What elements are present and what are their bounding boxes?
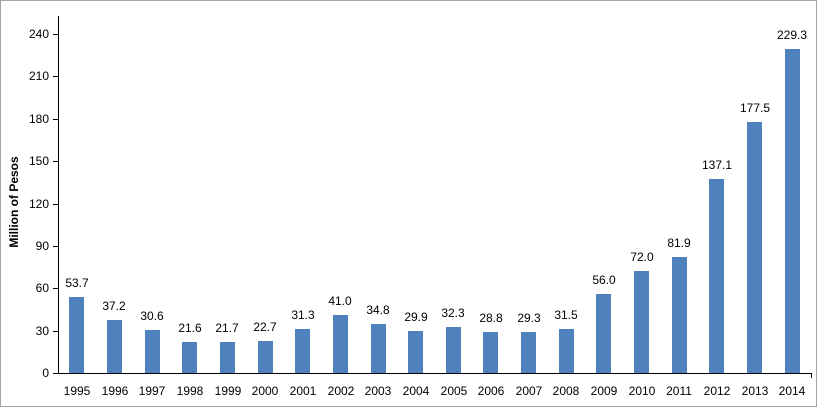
bar-value-label: 177.5	[739, 101, 771, 115]
bar-value-label: 29.3	[517, 311, 541, 325]
bar	[521, 332, 536, 373]
y-tick-label: 150	[28, 154, 49, 168]
x-tick-label: 1998	[176, 384, 204, 398]
x-tick-label: 2009	[590, 384, 618, 398]
y-tick-label: 240	[28, 27, 49, 41]
y-tick-label: 0	[42, 366, 49, 380]
bar	[785, 49, 800, 373]
bar	[672, 257, 687, 373]
bar-value-label: 229.3	[776, 28, 808, 42]
bar-value-label: 41.0	[328, 294, 352, 308]
y-tick-label: 120	[28, 197, 49, 211]
y-tick-mark	[53, 161, 58, 162]
bar	[295, 329, 310, 373]
x-tick-label: 2007	[515, 384, 543, 398]
y-tick-mark	[53, 34, 58, 35]
x-tick-label: 2010	[628, 384, 656, 398]
x-tick-label: 2012	[703, 384, 731, 398]
y-tick-mark	[53, 119, 58, 120]
x-tick-label: 1997	[138, 384, 166, 398]
bar	[371, 324, 386, 373]
bar-value-label: 72.0	[630, 250, 654, 264]
bar	[596, 294, 611, 373]
x-tick-label: 2000	[251, 384, 279, 398]
bar-value-label: 31.5	[554, 308, 578, 322]
y-tick-mark	[53, 288, 58, 289]
bar	[559, 329, 574, 373]
x-tick-label: 2014	[778, 384, 806, 398]
x-tick-label: 2004	[402, 384, 430, 398]
bar	[220, 342, 235, 373]
bar-value-label: 37.2	[102, 299, 126, 313]
y-tick-label: 180	[28, 112, 49, 126]
y-tick-mark	[53, 204, 58, 205]
y-tick-mark	[53, 373, 58, 374]
x-tick-label: 2002	[327, 384, 355, 398]
bar	[258, 341, 273, 373]
bar-value-label: 81.9	[667, 236, 691, 250]
x-tick-label: 1996	[101, 384, 129, 398]
x-axis-end-tick	[811, 373, 812, 378]
x-tick-label: 1995	[63, 384, 91, 398]
y-axis-line	[58, 16, 59, 374]
x-axis-line	[58, 373, 812, 374]
bar	[408, 331, 423, 373]
bar-value-label: 21.7	[215, 321, 239, 335]
bar	[483, 332, 498, 373]
bar-value-label: 21.6	[178, 321, 202, 335]
x-tick-label: 1999	[214, 384, 242, 398]
bar-value-label: 137.1	[701, 158, 733, 172]
bar-value-label: 53.7	[65, 276, 89, 290]
y-tick-mark	[53, 331, 58, 332]
y-tick-label: 30	[35, 324, 49, 338]
bar	[145, 330, 160, 373]
y-tick-label: 60	[35, 281, 49, 295]
bar-value-label: 29.9	[404, 310, 428, 324]
bar-value-label: 56.0	[592, 273, 616, 287]
x-tick-label: 2003	[364, 384, 392, 398]
x-tick-label: 2011	[666, 384, 692, 398]
bar-value-label: 30.6	[140, 309, 164, 323]
bar-value-label: 32.3	[441, 306, 465, 320]
bar	[634, 271, 649, 373]
y-tick-mark	[53, 246, 58, 247]
bar-value-label: 31.3	[291, 308, 315, 322]
x-tick-label: 2001	[289, 384, 317, 398]
bar	[69, 297, 84, 373]
y-tick-label: 210	[28, 69, 49, 83]
bar	[107, 320, 122, 373]
bar	[747, 122, 762, 373]
bar-value-label: 28.8	[479, 311, 503, 325]
x-tick-label: 2006	[477, 384, 505, 398]
y-tick-label: 90	[35, 239, 49, 253]
y-tick-mark	[53, 76, 58, 77]
x-tick-label: 2005	[440, 384, 468, 398]
x-tick-label: 2013	[741, 384, 769, 398]
bar	[333, 315, 348, 373]
bar	[446, 327, 461, 373]
bar	[182, 342, 197, 373]
bar-value-label: 22.7	[253, 320, 277, 334]
bar-value-label: 34.8	[366, 303, 390, 317]
bar	[709, 179, 724, 373]
x-tick-label: 2008	[552, 384, 580, 398]
